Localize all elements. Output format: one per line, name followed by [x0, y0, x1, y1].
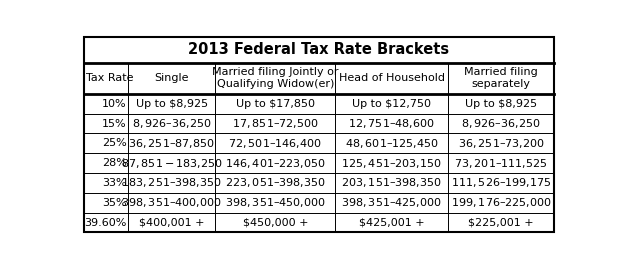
- Text: $199,176 – $225,000: $199,176 – $225,000: [450, 196, 552, 209]
- Text: Tax Rate: Tax Rate: [86, 73, 134, 83]
- Text: $48,601 – $125,450: $48,601 – $125,450: [345, 137, 439, 150]
- Text: $87,851-$183,250: $87,851-$183,250: [121, 157, 223, 170]
- Text: $400,001 +: $400,001 +: [139, 218, 205, 227]
- Text: $73,201 – $111,525: $73,201 – $111,525: [454, 157, 548, 170]
- Text: $225,001 +: $225,001 +: [468, 218, 534, 227]
- Text: $398,351 – $400,000: $398,351 – $400,000: [121, 196, 222, 209]
- Text: 10%: 10%: [102, 99, 127, 109]
- Text: $450,000 +: $450,000 +: [243, 218, 308, 227]
- Text: $36,251 – $73,200: $36,251 – $73,200: [458, 137, 544, 150]
- Text: $425,001 +: $425,001 +: [359, 218, 424, 227]
- Text: $111,526 – $199,175: $111,526 – $199,175: [451, 176, 552, 190]
- Text: 25%: 25%: [102, 138, 127, 148]
- Text: $203,151 – $398,350: $203,151 – $398,350: [341, 176, 442, 190]
- Text: Up to $8,925: Up to $8,925: [136, 99, 208, 109]
- Text: $183,251 – $398,350: $183,251 – $398,350: [121, 176, 222, 190]
- Text: Single: Single: [154, 73, 189, 83]
- Text: Married filing
separately: Married filing separately: [464, 67, 538, 89]
- Text: Up to $17,850: Up to $17,850: [236, 99, 315, 109]
- Text: $398,351 – $425,000: $398,351 – $425,000: [341, 196, 442, 209]
- Text: $125,451 – $203,150: $125,451 – $203,150: [341, 157, 442, 170]
- Text: $17,851 – $72,500: $17,851 – $72,500: [232, 117, 318, 130]
- Text: $398,351 – $450,000: $398,351 – $450,000: [225, 196, 326, 209]
- Text: $146,401 – $223,050: $146,401 – $223,050: [225, 157, 326, 170]
- Text: Up to $12,750: Up to $12,750: [352, 99, 431, 109]
- Text: 35%: 35%: [102, 198, 127, 208]
- Text: $12,751 – $48,600: $12,751 – $48,600: [348, 117, 435, 130]
- Text: 28%: 28%: [102, 158, 127, 168]
- Text: $8,926 – $36,250: $8,926 – $36,250: [132, 117, 211, 130]
- Text: 33%: 33%: [102, 178, 127, 188]
- Text: $8,926 – $36,250: $8,926 – $36,250: [462, 117, 541, 130]
- Text: Married filing Jointly or
Qualifying Widow(er): Married filing Jointly or Qualifying Wid…: [212, 67, 338, 89]
- Text: $223,051 – $398,350: $223,051 – $398,350: [225, 176, 326, 190]
- Text: 39.60%: 39.60%: [85, 218, 127, 227]
- Text: 2013 Federal Tax Rate Brackets: 2013 Federal Tax Rate Brackets: [188, 42, 449, 57]
- Text: Head of Household: Head of Household: [339, 73, 445, 83]
- Text: Up to $8,925: Up to $8,925: [465, 99, 537, 109]
- Text: $72,501 – $146,400: $72,501 – $146,400: [228, 137, 322, 150]
- Text: 15%: 15%: [102, 119, 127, 128]
- Text: $36,251 – $87,850: $36,251 – $87,850: [128, 137, 215, 150]
